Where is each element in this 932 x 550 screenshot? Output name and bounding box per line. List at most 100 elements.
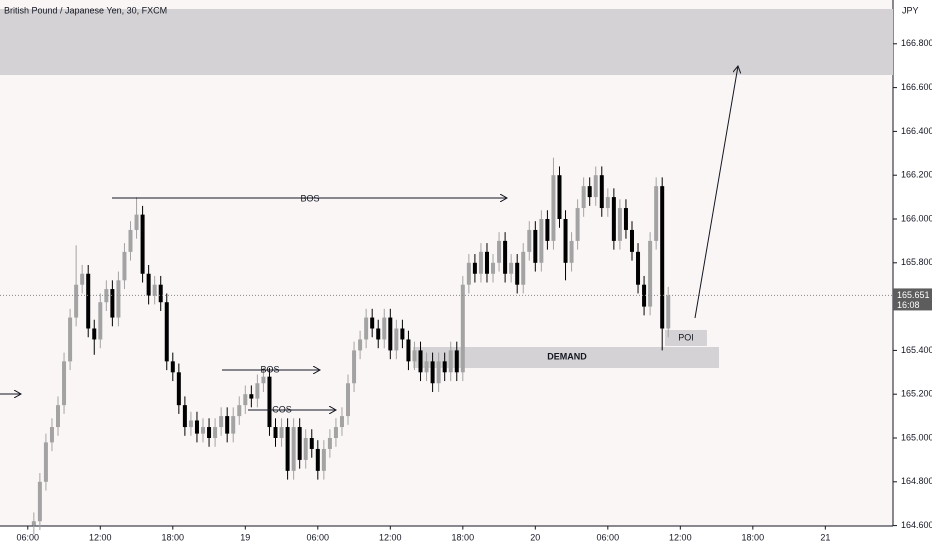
candle-body — [110, 289, 115, 318]
candle-body — [225, 416, 230, 434]
candle-body — [315, 448, 320, 471]
candle-body — [460, 284, 465, 373]
candle-body — [321, 448, 326, 471]
candle-body — [563, 219, 568, 263]
candle-body — [213, 427, 218, 438]
candle-body — [376, 328, 381, 340]
x-tick-label: 18:00 — [452, 532, 475, 542]
supply-zone — [0, 9, 893, 75]
candle-body — [484, 251, 489, 274]
candle-body — [303, 438, 308, 460]
candle-body — [194, 420, 199, 434]
candle-body — [237, 405, 242, 417]
candle-body — [207, 427, 212, 438]
candle-body — [116, 280, 121, 318]
candle-body — [569, 240, 574, 263]
candle-body — [352, 350, 357, 384]
price-axis-bg — [893, 0, 932, 550]
candle-body — [539, 219, 544, 263]
x-tick-label: 12:00 — [669, 532, 692, 542]
candle-body — [56, 405, 61, 428]
candle-body — [623, 208, 628, 230]
candle-body — [648, 240, 653, 307]
candle-body — [412, 350, 417, 362]
candle-body — [104, 289, 109, 303]
candle-body — [394, 328, 399, 351]
x-tick-label: 12:00 — [89, 532, 112, 542]
candle-body — [551, 175, 556, 241]
candle-body — [581, 186, 586, 209]
candle-body — [267, 376, 272, 428]
candle-body — [654, 186, 659, 241]
candle-body — [128, 229, 133, 252]
candle-body — [557, 175, 562, 219]
target-arrow — [694, 66, 738, 319]
candle-body — [545, 219, 550, 241]
candle-body — [201, 427, 206, 434]
candle-body — [92, 328, 97, 340]
candle-body — [279, 427, 284, 438]
candle-body — [152, 284, 157, 296]
candle-body — [249, 394, 254, 399]
annotation: POI — [678, 332, 694, 342]
price-label-bg — [893, 288, 932, 311]
annotation: COS — [272, 404, 292, 414]
candle-body — [37, 481, 42, 522]
candle-body — [636, 251, 641, 285]
candle-body — [49, 427, 54, 443]
candle-body — [575, 208, 580, 241]
x-tick-label: 20 — [530, 532, 540, 542]
candle-body — [273, 427, 278, 438]
x-tick-label: 12:00 — [379, 532, 402, 542]
candle-body — [370, 317, 375, 329]
candle-body — [31, 521, 36, 526]
current-price-label: 165.651 — [897, 290, 930, 300]
candle-body — [98, 302, 103, 340]
candle-body — [611, 197, 616, 241]
candle-body — [176, 372, 181, 406]
candle-body — [134, 214, 139, 230]
x-tick-label: 18:00 — [162, 532, 185, 542]
candle-body — [593, 175, 598, 198]
annotation: BOS — [260, 364, 279, 374]
candle-body — [527, 229, 532, 252]
candle-body — [424, 361, 429, 373]
candle-body — [170, 361, 175, 373]
candle-body — [68, 317, 73, 362]
candle-body — [466, 262, 471, 285]
candle-body — [309, 438, 314, 449]
candle-body — [346, 383, 351, 417]
candle-body — [364, 317, 369, 340]
candle-body — [243, 394, 248, 406]
candle-body — [43, 442, 48, 482]
x-tick-label: 06:00 — [597, 532, 620, 542]
candle-body — [642, 284, 647, 307]
candle-body — [515, 262, 520, 285]
candle-body — [629, 229, 634, 252]
candle-body — [255, 383, 260, 399]
candle-body — [219, 416, 224, 428]
x-tick-label: 18:00 — [742, 532, 765, 542]
candle-body — [182, 405, 187, 428]
demand-zone — [413, 347, 719, 368]
y-tick-label: 166.400 — [901, 126, 932, 136]
candle-body — [666, 295, 671, 329]
candle-body — [80, 273, 85, 285]
candle-body — [491, 262, 496, 274]
candle-body — [285, 427, 290, 471]
candle-body — [146, 273, 151, 296]
candle-body — [442, 361, 447, 373]
candle-body — [388, 317, 393, 351]
y-tick-label: 164.600 — [901, 520, 932, 530]
y-tick-label: 165.200 — [901, 389, 932, 399]
candle-body — [122, 251, 127, 281]
candle-body — [327, 438, 332, 449]
candle-body — [587, 186, 592, 198]
candle-body — [261, 376, 266, 384]
candle-body — [382, 317, 387, 340]
y-tick-label: 166.600 — [901, 82, 932, 92]
candle-body — [418, 350, 423, 373]
y-tick-label: 165.800 — [901, 257, 932, 267]
x-tick-label: 21 — [820, 532, 830, 542]
